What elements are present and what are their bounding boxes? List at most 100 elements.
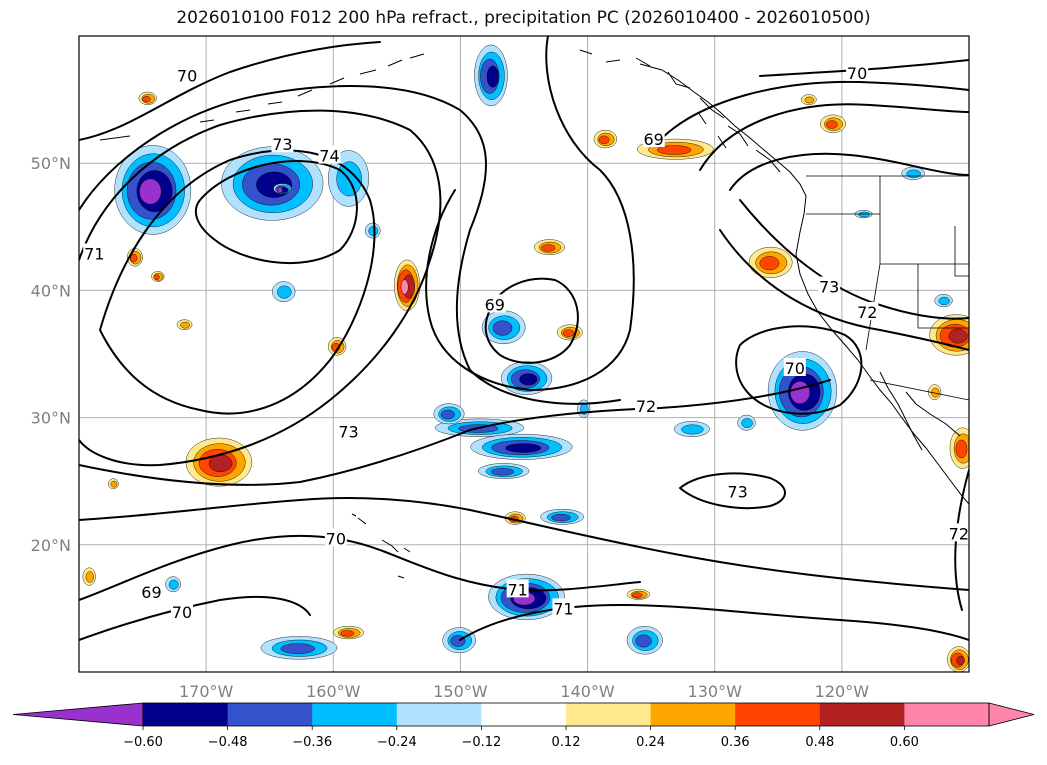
precip-cell (176, 319, 193, 331)
contour-72-ne (699, 103, 969, 351)
precip-level (938, 296, 950, 306)
precip-cell (947, 646, 969, 672)
precip-level (505, 443, 542, 453)
precip-cell (901, 166, 925, 180)
precip-level (168, 579, 179, 590)
colorbar-segment (650, 703, 736, 726)
contour-label-bg (337, 421, 360, 440)
contour-label: 73 (819, 278, 839, 297)
contour-label-bg (324, 528, 347, 547)
contour-label-bg (635, 396, 658, 415)
precip-cell (272, 281, 296, 303)
contour-69-south (79, 595, 311, 641)
contour-label-bg (856, 302, 879, 321)
precip-cell (138, 91, 157, 105)
colorbar-segment (819, 703, 905, 726)
precip-cell (626, 626, 663, 655)
precip-level (790, 381, 811, 404)
precip-cell (185, 437, 253, 487)
precip-cell (800, 94, 817, 105)
precip-level (277, 285, 292, 299)
precip-level (340, 630, 355, 637)
longitude-labels: 170°W 160°W 150°W 140°W 130°W 120°W (179, 682, 869, 701)
precip-cell (364, 222, 381, 239)
contour-label-bg (552, 598, 575, 617)
contour-label: 70 (785, 359, 805, 378)
precip-level (486, 65, 499, 88)
precip-level (110, 480, 118, 488)
precip-level (551, 514, 571, 522)
contour-label-bg (726, 481, 749, 500)
colorbar-tick-label: 0.24 (636, 735, 665, 750)
precip-cell (394, 259, 420, 311)
precip-cell (929, 314, 969, 356)
contour-label: 73 (272, 135, 292, 154)
colorbar-segment (566, 703, 652, 726)
precip-cell (748, 246, 793, 278)
precip-level (562, 329, 575, 337)
lon-tick-label: 140°W (560, 682, 615, 701)
precip-level (490, 468, 514, 476)
precip-cell (737, 414, 756, 431)
contour-label: 72 (949, 524, 969, 543)
colorbar-tick-label: 0.12 (552, 735, 581, 750)
lat-tick-label: 30°N (31, 409, 71, 428)
contour-71-west (79, 85, 621, 405)
precip-cell (478, 463, 530, 479)
precip-level (741, 418, 753, 428)
colorbar-tick-label: 0.36 (721, 735, 750, 750)
map-frame (78, 35, 970, 673)
precip-cell (221, 146, 324, 221)
contour-label: 69 (644, 130, 664, 149)
precip-cell (333, 626, 364, 640)
precip-cell (949, 427, 969, 469)
precip-cell (151, 271, 165, 282)
precip-level (956, 655, 965, 666)
contour-69-inner-low (484, 277, 579, 364)
coastline-layer (99, 49, 969, 579)
precip-level (825, 120, 838, 129)
contour-label-bg (506, 579, 529, 598)
precip-level (598, 135, 610, 144)
contour-71-south (459, 604, 969, 641)
contour-label: 71 (553, 599, 573, 618)
contour-label: 71 (507, 580, 527, 599)
precip-level (85, 571, 94, 583)
contour-label-bg (846, 62, 869, 81)
latitude-labels: 50°N 40°N 30°N 20°N (31, 154, 71, 555)
colorbar-segment (227, 703, 313, 726)
precip-level (631, 592, 643, 598)
contour-label-bg (483, 294, 506, 313)
precip-cell (82, 567, 96, 586)
lon-tick-label: 120°W (815, 682, 870, 701)
contour-label-bg (140, 581, 163, 600)
colorbar-tick-label: −0.60 (123, 735, 163, 750)
aleutian-islands (99, 53, 425, 141)
precip-level (180, 321, 191, 329)
contour-label: 70 (177, 66, 197, 85)
precip-level (368, 226, 379, 236)
contour-73-cell (679, 472, 786, 510)
map-background (79, 36, 969, 672)
precip-cell (108, 478, 119, 490)
hawaii-islands (351, 513, 411, 579)
colorbar-tick-label: −0.36 (292, 735, 332, 750)
map-title: 2026010100 F012 200 hPa refract., precip… (176, 8, 871, 28)
contour-73-east (729, 152, 969, 320)
contour-labels: 70 70 73 74 69 71 69 73 72 70 72 73 73 70 69 70 71 71 72 (83, 62, 970, 622)
contour-label: 70 (326, 529, 346, 548)
colorbar-tick-label: 0.48 (805, 735, 834, 750)
contour-label: 72 (857, 303, 877, 322)
precip-cell (500, 361, 553, 395)
contour-label: 70 (847, 64, 867, 83)
colorbar-segment (481, 703, 567, 726)
precip-level (492, 320, 513, 336)
precip-level (804, 96, 815, 104)
precip-cell (533, 239, 565, 255)
contour-70-south (79, 534, 641, 601)
lat-tick-label: 50°N (31, 154, 71, 173)
lon-tick-label: 130°W (688, 682, 743, 701)
contour-label: 70 (172, 603, 192, 622)
lon-tick-label: 150°W (433, 682, 488, 701)
